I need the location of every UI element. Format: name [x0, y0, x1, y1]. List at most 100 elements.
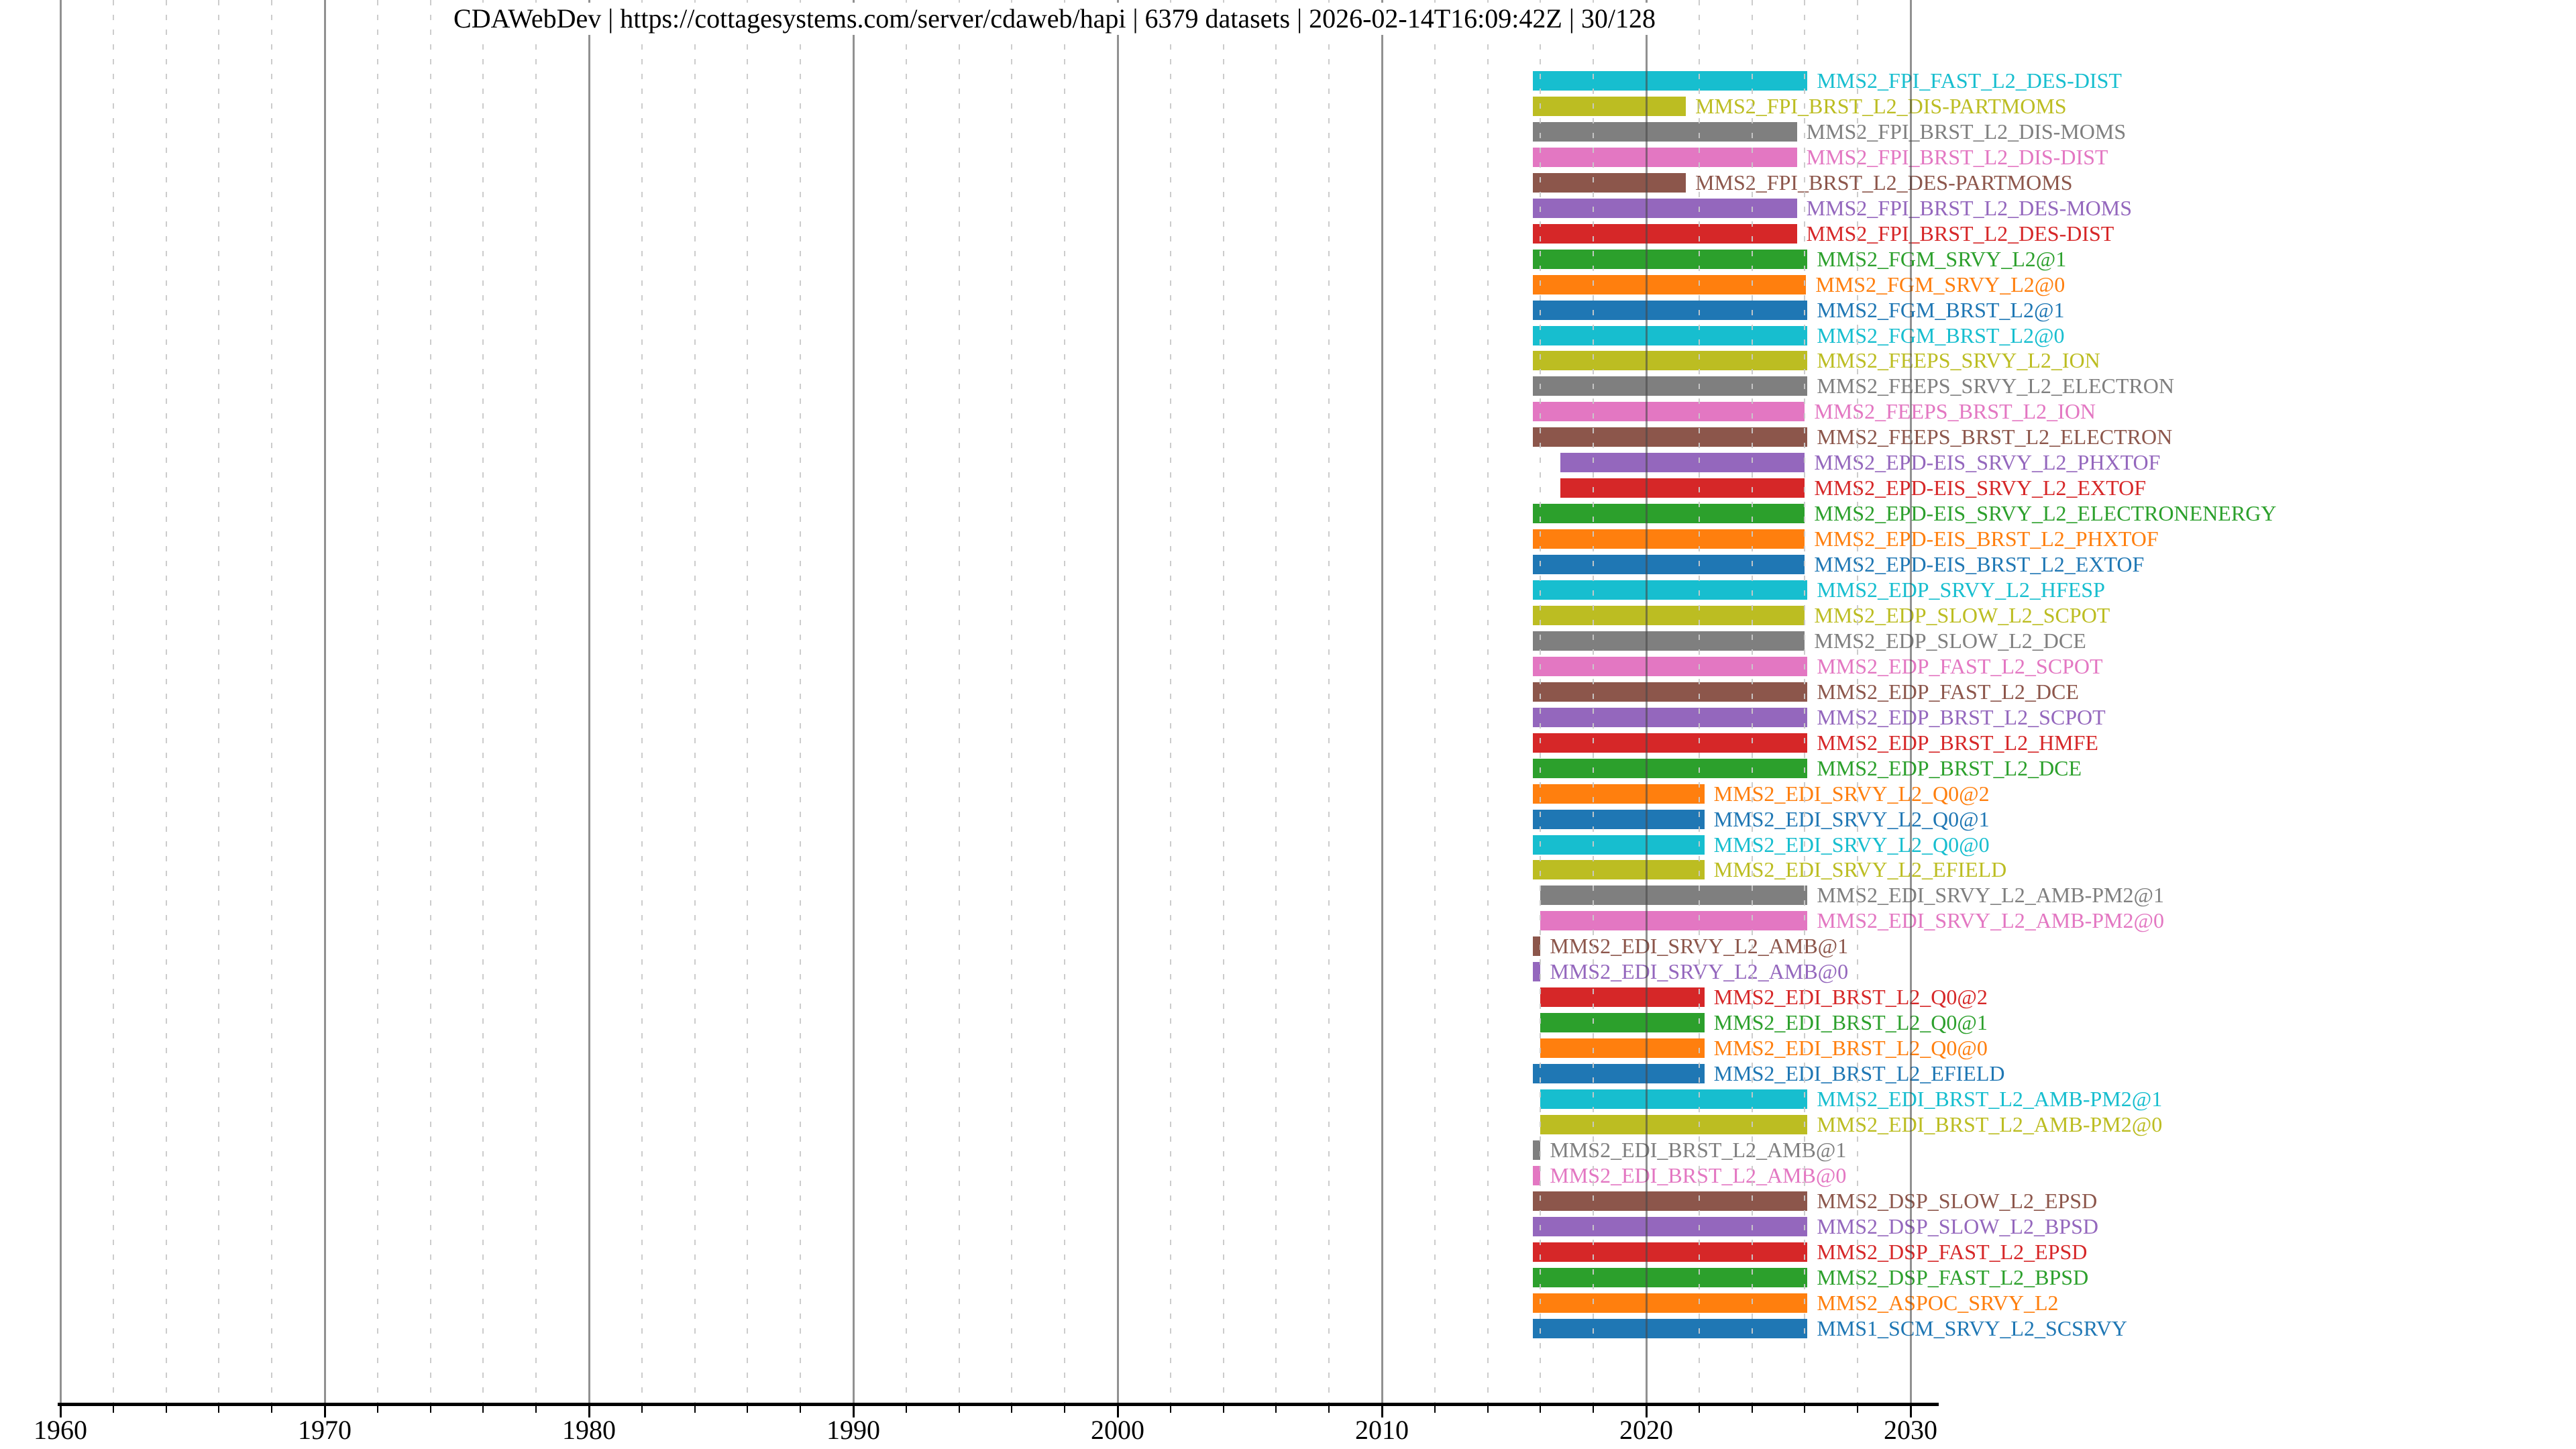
timeline-bar: [1532, 402, 1805, 422]
bar-label: MMS2_EPD-EIS_SRVY_L2_EXTOF: [1814, 476, 2147, 500]
bar-label: MMS2_EPD-EIS_SRVY_L2_ELECTRONENERGY: [1814, 501, 2277, 526]
bar-label: MMS2_FPI_BRST_L2_DES-MOMS: [1806, 195, 2133, 220]
timeline-bar: [1560, 478, 1805, 498]
timeline-bar: [1540, 1089, 1808, 1109]
timeline-bar: [1560, 453, 1805, 473]
bar-label: MMS2_EDI_SRVY_L2_EFIELD: [1713, 857, 2007, 882]
bar-label: MMS2_EDI_SRVY_L2_AMB-PM2@1: [1817, 883, 2164, 908]
x-axis-minor-tick: [1751, 1406, 1753, 1413]
timeline-bar: [1532, 580, 1808, 600]
x-axis-minor-tick: [535, 1406, 537, 1413]
x-axis-minor-tick: [747, 1406, 749, 1413]
timeline-bar: [1532, 325, 1808, 345]
timeline-bar: [1532, 96, 1686, 116]
timeline-bar: [1540, 1114, 1808, 1134]
x-axis-spine: [58, 1403, 1939, 1406]
x-axis-major-tick: [1910, 1406, 1912, 1417]
x-axis-minor-tick: [165, 1406, 167, 1413]
timeline-bar: [1532, 707, 1808, 727]
timeline-bar: [1532, 1191, 1808, 1211]
bar-label: MMS2_FEEPS_BRST_L2_ELECTRON: [1817, 425, 2173, 449]
bar-label: MMS2_EDI_BRST_L2_Q0@1: [1713, 1010, 1988, 1035]
timeline-bar: [1532, 198, 1797, 218]
x-axis-minor-tick: [1169, 1406, 1171, 1413]
bar-label: MMS2_DSP_FAST_L2_BPSD: [1817, 1265, 2089, 1289]
timeline-bar: [1532, 1293, 1808, 1313]
bar-label: MMS2_EDP_BRST_L2_DCE: [1817, 755, 2082, 780]
timeline-bar: [1532, 249, 1808, 269]
x-axis-minor-tick: [641, 1406, 643, 1413]
timeline-bar: [1540, 885, 1808, 906]
timeline-bar: [1532, 1318, 1808, 1338]
bar-label: MMS2_EDP_FAST_L2_SCPOT: [1817, 653, 2103, 678]
bar-label: MMS2_DSP_SLOW_L2_BPSD: [1817, 1214, 2098, 1238]
x-axis-minor-tick: [376, 1406, 378, 1413]
x-axis-minor-tick: [1328, 1406, 1330, 1413]
timeline-bar: [1532, 274, 1807, 294]
timeline-bar: [1532, 1140, 1541, 1160]
bar-label: MMS2_EDI_SRVY_L2_Q0@2: [1713, 781, 1990, 806]
timeline-bar: [1532, 504, 1805, 524]
timeline-bar: [1540, 1013, 1705, 1033]
x-axis-tick-label: 2020: [1619, 1415, 1673, 1445]
timeline-bar: [1532, 631, 1805, 651]
bar-label: MMS2_FPI_BRST_L2_DIS-PARTMOMS: [1695, 93, 2067, 118]
x-axis-minor-tick: [905, 1406, 907, 1413]
x-axis-tick-label: 2030: [1884, 1415, 1937, 1445]
x-axis-minor-tick: [1698, 1406, 1700, 1413]
timeline-bar: [1532, 605, 1805, 625]
timeline-bar: [1532, 223, 1797, 244]
bar-label: MMS2_FEEPS_SRVY_L2_ELECTRON: [1817, 374, 2174, 398]
timeline-bar: [1532, 147, 1797, 167]
bar-label: MMS2_EDP_BRST_L2_SCPOT: [1817, 704, 2106, 729]
x-axis-minor-tick: [429, 1406, 431, 1413]
x-axis-minor-tick: [1275, 1406, 1277, 1413]
bar-label: MMS2_EDI_BRST_L2_AMB@0: [1550, 1163, 1847, 1187]
timeline-bar: [1532, 71, 1808, 91]
timeline-bar: [1532, 300, 1808, 320]
timeline-bar: [1532, 376, 1808, 396]
bar-label: MMS2_FEEPS_BRST_L2_ION: [1814, 399, 2096, 424]
timeline-bar: [1532, 656, 1808, 676]
bar-label: MMS2_EDI_BRST_L2_Q0@0: [1713, 1036, 1988, 1061]
bar-label: MMS2_DSP_SLOW_L2_EPSD: [1817, 1188, 2098, 1213]
bar-label: MMS2_EDI_SRVY_L2_AMB-PM2@0: [1817, 908, 2164, 933]
timeline-bar: [1532, 682, 1808, 702]
chart-title: CDAWebDev | https://cottagesystems.com/s…: [444, 3, 1665, 35]
x-axis-tick-label: 1970: [298, 1415, 352, 1445]
x-axis-tick-label: 1990: [826, 1415, 880, 1445]
bar-label: MMS2_EDP_FAST_L2_DCE: [1817, 679, 2079, 704]
bar-label: MMS2_EDI_BRST_L2_AMB-PM2@0: [1817, 1112, 2163, 1136]
x-axis-minor-tick: [1011, 1406, 1013, 1413]
bar-label: MMS2_FGM_SRVY_L2@1: [1817, 246, 2067, 271]
x-axis-major-tick: [1381, 1406, 1383, 1417]
x-axis-minor-tick: [218, 1406, 220, 1413]
x-axis-tick-label: 2000: [1091, 1415, 1144, 1445]
timeline-bar: [1540, 1038, 1705, 1059]
x-axis-major-tick: [1646, 1406, 1648, 1417]
x-axis-minor-tick: [1804, 1406, 1806, 1413]
x-axis-minor-tick: [482, 1406, 484, 1413]
x-axis-minor-tick: [112, 1406, 114, 1413]
timeline-bar: [1532, 784, 1705, 804]
x-axis-minor-tick: [1222, 1406, 1224, 1413]
timeline-bar: [1532, 1064, 1705, 1084]
x-axis-minor-tick: [694, 1406, 696, 1413]
bar-label: MMS2_FPI_FAST_L2_DES-DIST: [1817, 68, 2122, 93]
bar-label: MMS2_EDP_SLOW_L2_SCPOT: [1814, 602, 2110, 627]
timeline-bar: [1532, 962, 1541, 982]
x-axis-minor-tick: [1593, 1406, 1595, 1413]
timeline-bar: [1532, 351, 1808, 371]
x-axis-tick-label: 1980: [562, 1415, 616, 1445]
bar-label: MMS2_EDI_BRST_L2_EFIELD: [1713, 1061, 2005, 1086]
x-axis-minor-tick: [1434, 1406, 1436, 1413]
timeline-bar: [1532, 1267, 1808, 1287]
bar-label: MMS2_EDI_SRVY_L2_Q0@1: [1713, 806, 1990, 831]
timeline-bar: [1532, 1165, 1541, 1185]
bar-label: MMS2_EDI_BRST_L2_Q0@2: [1713, 985, 1988, 1010]
bar-label: MMS2_EPD-EIS_SRVY_L2_PHXTOF: [1814, 450, 2161, 475]
x-axis-minor-tick: [1064, 1406, 1066, 1413]
